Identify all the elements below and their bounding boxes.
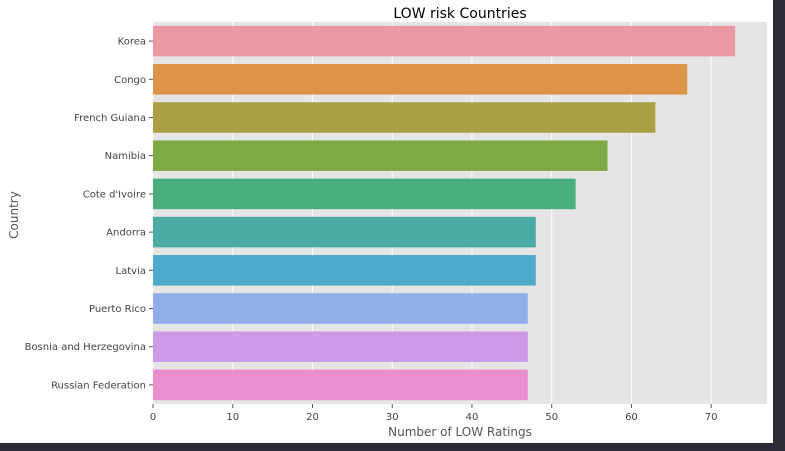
chart-title: LOW risk Countries [393,6,526,22]
bar-french-guiana [153,102,656,133]
bar-latvia [153,255,536,286]
x-tick-label: 30 [386,412,399,423]
y-axis-ticks: Korea Congo French Guiana Namibia Cote d'Ivo… [25,37,153,391]
bar-chart: 0 10 20 30 40 50 60 70 Korea Congo French Guiana N… [7,6,767,439]
y-tick-label: Bosnia and Herzegovina [25,342,146,353]
x-tick-label: 0 [150,412,156,423]
bar-cote-d-ivoire [153,178,576,210]
bar-russian-federation [153,369,528,401]
x-tick-label: 20 [306,412,319,423]
y-axis-title: Country [7,191,21,239]
x-tick-label: 40 [466,412,479,423]
y-tick-label: Russian Federation [51,380,146,391]
y-tick-label: Latvia [116,266,146,277]
x-tick-label: 70 [705,412,718,423]
x-axis-ticks: 0 10 20 30 40 50 60 70 [150,404,718,423]
y-tick-label: French Guiana [74,113,146,124]
x-tick-label: 50 [545,412,558,423]
y-tick-label: Namibia [105,151,146,162]
x-tick-label: 10 [226,412,239,423]
bar-bosnia-and-herzegovina [153,331,528,362]
x-tick-label: 60 [625,412,638,423]
bar-congo [153,64,688,95]
bar-namibia [153,140,608,171]
chart-figure: 0 10 20 30 40 50 60 70 Korea Congo French Guiana N… [0,0,773,443]
bar-puerto-rico [153,293,528,324]
x-axis-title: Number of LOW Ratings [388,425,532,439]
bar-andorra [153,216,536,248]
y-tick-label: Puerto Rico [89,304,146,315]
bar-korea [153,25,736,57]
y-tick-label: Korea [118,37,146,48]
y-tick-label: Congo [114,75,146,86]
y-tick-label: Andorra [106,228,146,239]
y-tick-label: Cote d'Ivoire [83,189,146,200]
bars [153,25,736,401]
